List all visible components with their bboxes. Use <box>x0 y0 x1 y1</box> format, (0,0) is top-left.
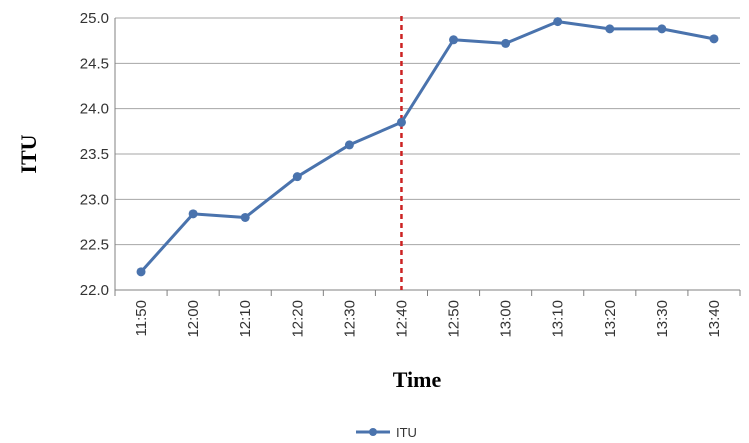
data-point <box>240 212 250 222</box>
legend-label: ITU <box>396 425 417 440</box>
y-tick-label: 24.5 <box>80 55 109 72</box>
y-axis-title: ITU <box>16 134 41 173</box>
x-tick-label: 13:40 <box>706 300 723 338</box>
x-axis-title: Time <box>393 367 442 392</box>
x-tick-label: 12:10 <box>237 300 254 338</box>
x-tick-label: 13:00 <box>498 300 515 338</box>
x-tick-labels: 11:50 12:00 12:10 12:20 12:30 12:40 12:50 13:00… <box>133 300 723 338</box>
x-tick-label: 12:40 <box>393 300 410 338</box>
x-tick-label: 13:30 <box>654 300 671 338</box>
x-tick-label: 13:20 <box>602 300 619 338</box>
data-point <box>136 267 146 277</box>
data-point <box>605 24 615 34</box>
y-tick-label: 23.5 <box>80 146 109 163</box>
data-point <box>449 35 459 45</box>
legend[interactable]: ITU <box>356 425 417 440</box>
x-tick-label: 13:10 <box>550 300 567 338</box>
data-point <box>344 140 354 150</box>
y-tick-label: 22.0 <box>80 282 109 299</box>
x-tick-label: 11:50 <box>133 300 150 336</box>
x-tick-label: 12:50 <box>446 300 463 338</box>
data-point <box>396 117 406 127</box>
series-group <box>136 17 719 277</box>
y-tick-label: 25.0 <box>80 10 109 27</box>
x-tick-label: 12:00 <box>185 300 202 338</box>
data-point <box>657 24 667 34</box>
y-tick-label: 23.0 <box>80 191 109 208</box>
data-point <box>292 172 302 182</box>
grid-lines <box>115 17 740 246</box>
axes <box>114 18 741 296</box>
data-point <box>188 209 198 219</box>
x-tick-label: 12:20 <box>289 300 306 338</box>
data-point <box>553 17 563 27</box>
y-tick-label: 24.0 <box>80 101 109 118</box>
legend-marker <box>369 428 377 436</box>
data-point <box>709 34 719 44</box>
x-tick-label: 12:30 <box>341 300 358 338</box>
y-tick-label: 22.5 <box>80 237 109 254</box>
series-line <box>139 20 715 273</box>
y-tick-labels: 22.0 22.5 23.0 23.5 24.0 24.5 25.0 <box>80 10 109 299</box>
data-point <box>501 38 511 48</box>
